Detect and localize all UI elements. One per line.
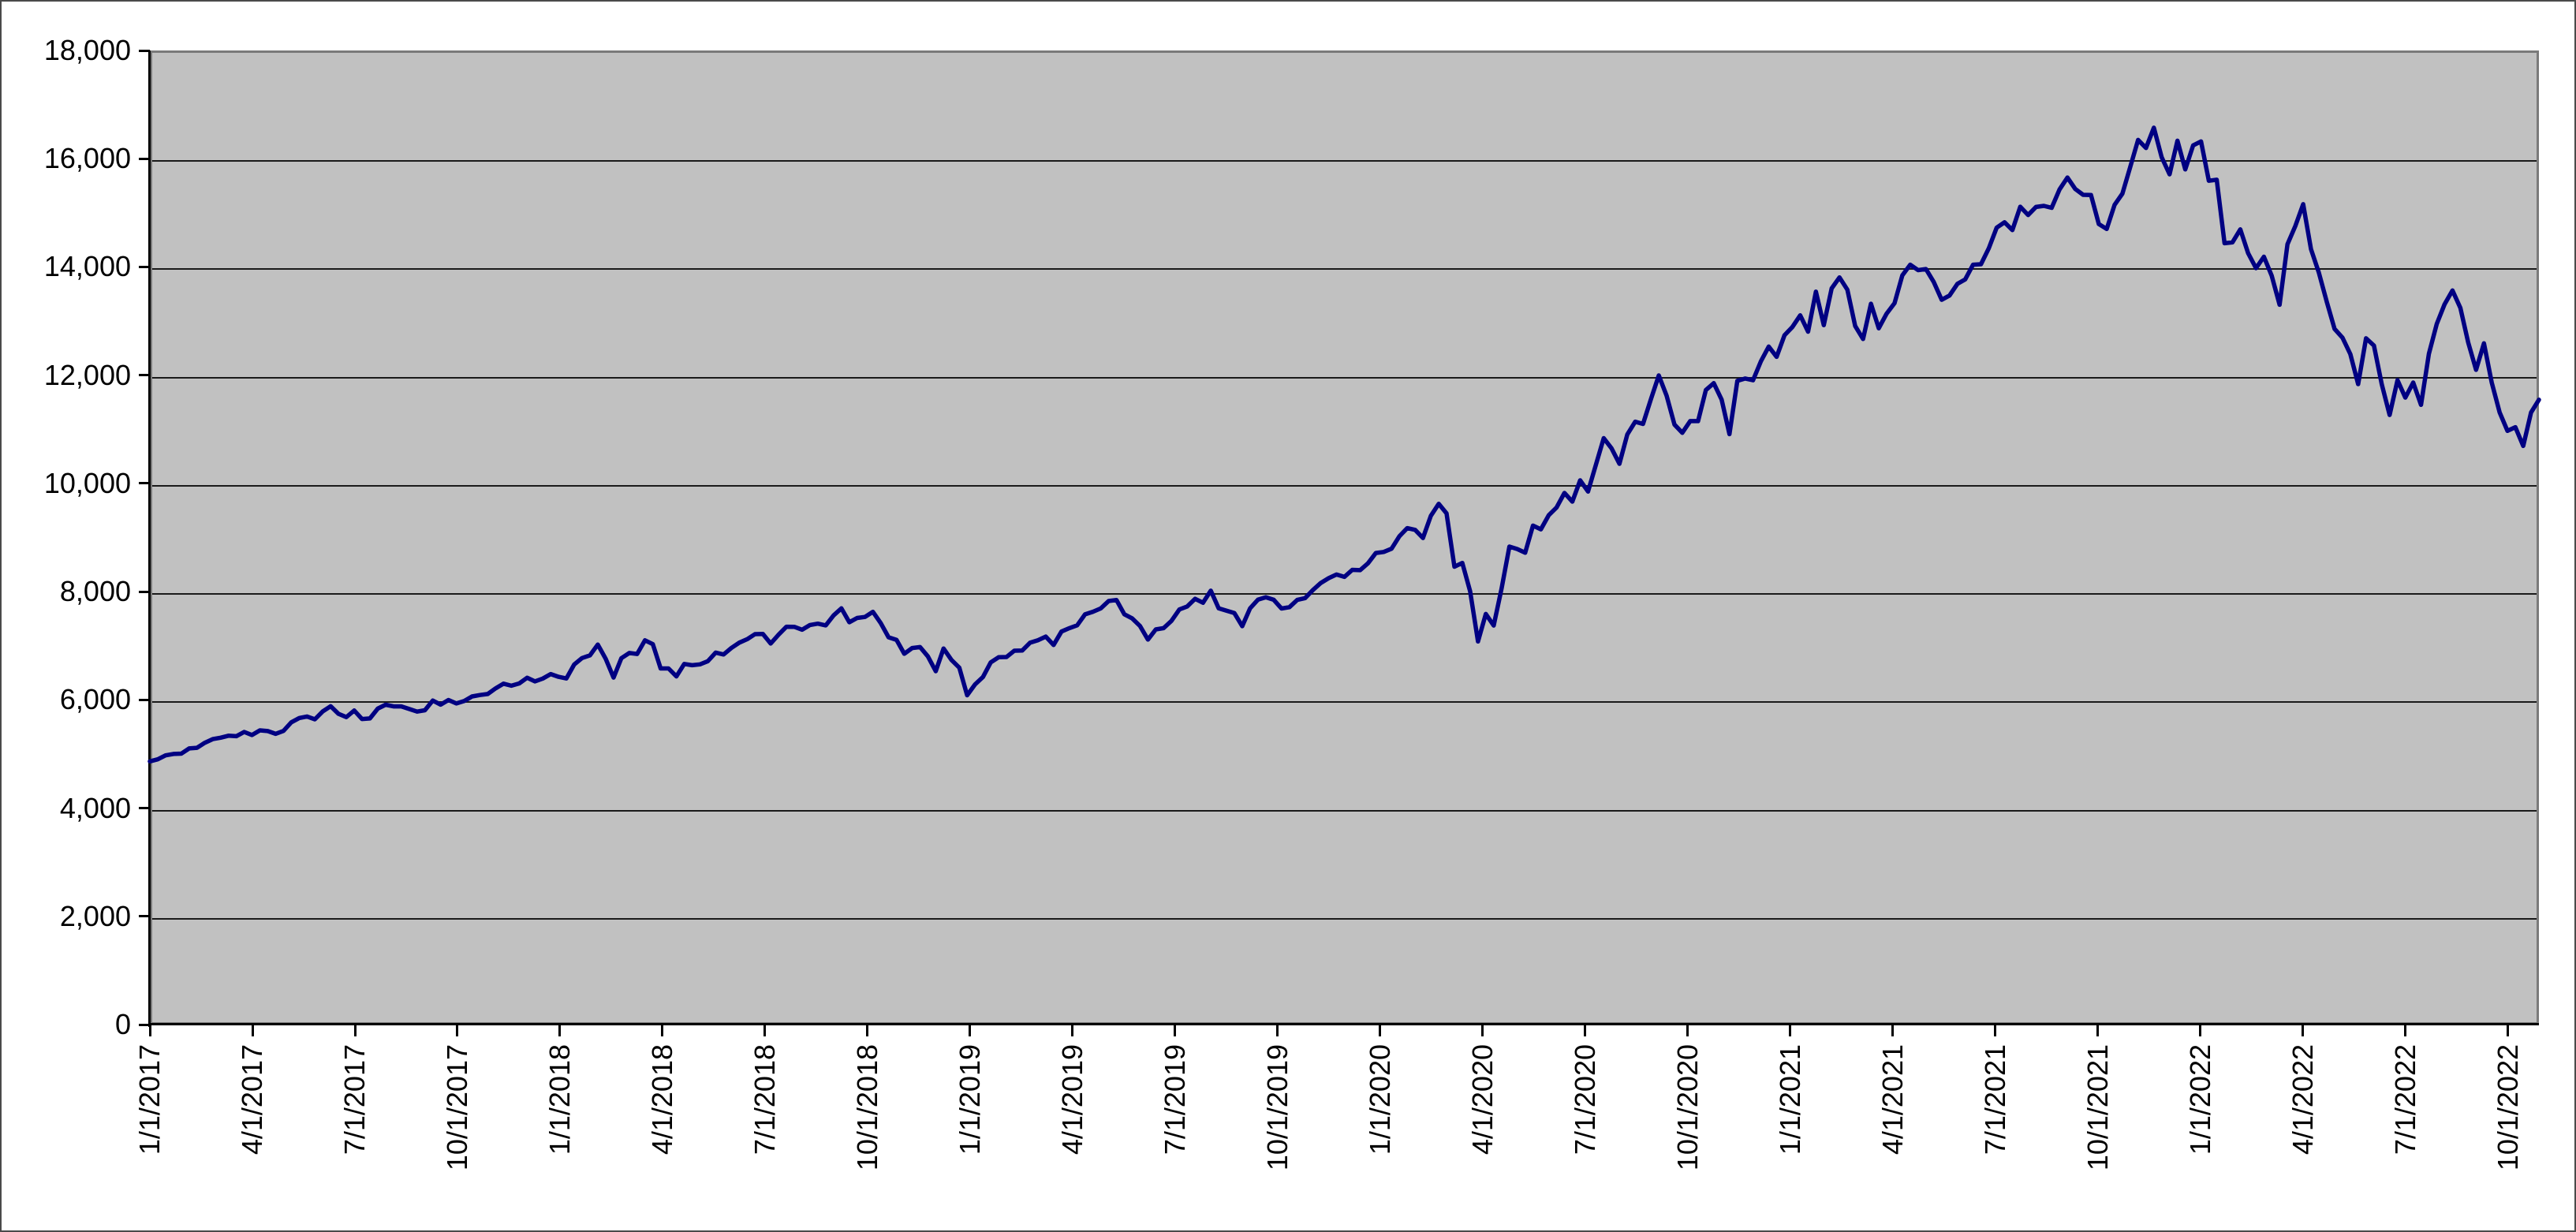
y-axis-label-10000: 10,000 bbox=[43, 466, 131, 499]
x-axis-label-7/1/2022: 7/1/2022 bbox=[2388, 1044, 2421, 1155]
y-axis-tick-18000 bbox=[139, 49, 150, 52]
x-axis-label-7/1/2019: 7/1/2019 bbox=[1158, 1044, 1191, 1155]
x-axis-label-1/1/2022: 1/1/2022 bbox=[2183, 1044, 2216, 1155]
gridline-y-6000 bbox=[152, 701, 2537, 704]
x-axis-tick-4/1/2022 bbox=[2302, 1025, 2304, 1036]
y-axis-label-0: 0 bbox=[114, 1008, 131, 1040]
x-axis-tick-10/1/2022 bbox=[2507, 1025, 2509, 1036]
x-axis-label-4/1/2019: 4/1/2019 bbox=[1055, 1044, 1088, 1155]
x-axis-tick-4/1/2020 bbox=[1481, 1025, 1484, 1036]
y-axis-tick-16000 bbox=[139, 157, 150, 160]
x-axis-label-10/1/2018: 10/1/2018 bbox=[850, 1044, 883, 1171]
y-axis-tick-0 bbox=[139, 1023, 150, 1026]
plot-area bbox=[150, 50, 2539, 1025]
y-axis-label-14000: 14,000 bbox=[43, 250, 131, 283]
x-axis-label-4/1/2020: 4/1/2020 bbox=[1465, 1044, 1499, 1155]
x-axis-tick-1/1/2020 bbox=[1379, 1025, 1382, 1036]
y-axis-label-4000: 4,000 bbox=[59, 791, 131, 824]
x-axis-label-4/1/2021: 4/1/2021 bbox=[1876, 1044, 1909, 1155]
y-axis-label-16000: 16,000 bbox=[43, 142, 131, 175]
x-axis-label-10/1/2017: 10/1/2017 bbox=[440, 1044, 473, 1171]
y-axis-line bbox=[148, 50, 151, 1027]
y-axis-label-12000: 12,000 bbox=[43, 358, 131, 391]
y-axis-tick-12000 bbox=[139, 374, 150, 377]
x-axis-tick-7/1/2017 bbox=[353, 1025, 357, 1036]
y-axis-label-2000: 2,000 bbox=[59, 899, 131, 932]
x-axis-tick-1/1/2018 bbox=[558, 1025, 562, 1036]
x-axis-tick-7/1/2018 bbox=[763, 1025, 767, 1036]
x-axis-label-7/1/2020: 7/1/2020 bbox=[1568, 1044, 1601, 1155]
x-axis-tick-4/1/2019 bbox=[1071, 1025, 1074, 1036]
gridline-y-10000 bbox=[152, 484, 2537, 487]
x-axis-tick-7/1/2021 bbox=[1994, 1025, 1997, 1036]
x-axis-label-7/1/2017: 7/1/2017 bbox=[338, 1044, 371, 1155]
gridline-y-16000 bbox=[152, 160, 2537, 162]
x-axis-tick-4/1/2018 bbox=[661, 1025, 664, 1036]
gridline-y-8000 bbox=[152, 593, 2537, 595]
x-axis-label-7/1/2018: 7/1/2018 bbox=[748, 1044, 781, 1155]
x-axis-tick-7/1/2022 bbox=[2404, 1025, 2406, 1036]
gridline-y-4000 bbox=[152, 809, 2537, 812]
x-axis-label-1/1/2021: 1/1/2021 bbox=[1773, 1044, 1806, 1155]
x-axis-line bbox=[148, 1023, 2539, 1025]
data-line bbox=[147, 125, 2541, 764]
y-axis-tick-4000 bbox=[139, 807, 150, 810]
x-axis-label-4/1/2017: 4/1/2017 bbox=[236, 1044, 268, 1155]
gridline-y-14000 bbox=[152, 268, 2537, 271]
x-axis-tick-1/1/2017 bbox=[148, 1025, 151, 1036]
x-axis-tick-10/1/2018 bbox=[866, 1025, 869, 1036]
x-axis-tick-4/1/2017 bbox=[251, 1025, 254, 1036]
x-axis-tick-4/1/2021 bbox=[1891, 1025, 1895, 1036]
gridline-y-12000 bbox=[152, 376, 2537, 379]
x-axis-label-4/1/2022: 4/1/2022 bbox=[2286, 1044, 2319, 1155]
x-axis-label-1/1/2017: 1/1/2017 bbox=[133, 1044, 166, 1155]
x-axis-tick-10/1/2020 bbox=[1686, 1025, 1689, 1036]
x-axis-label-7/1/2021: 7/1/2021 bbox=[1978, 1044, 2011, 1155]
x-axis-tick-10/1/2021 bbox=[2096, 1025, 2100, 1036]
x-axis-label-1/1/2018: 1/1/2018 bbox=[543, 1044, 576, 1155]
gridline-y-2000 bbox=[152, 917, 2537, 920]
x-axis-label-10/1/2019: 10/1/2019 bbox=[1260, 1044, 1294, 1171]
x-axis-label-10/1/2020: 10/1/2020 bbox=[1671, 1044, 1704, 1171]
y-axis-tick-2000 bbox=[139, 915, 150, 918]
x-axis-tick-1/1/2019 bbox=[969, 1025, 972, 1036]
x-axis-label-1/1/2020: 1/1/2020 bbox=[1363, 1044, 1396, 1155]
y-axis-label-8000: 8,000 bbox=[59, 575, 131, 608]
x-axis-tick-7/1/2019 bbox=[1174, 1025, 1177, 1036]
x-axis-label-4/1/2018: 4/1/2018 bbox=[645, 1044, 678, 1155]
x-axis-label-10/1/2022: 10/1/2022 bbox=[2491, 1044, 2524, 1171]
y-axis-tick-8000 bbox=[139, 590, 150, 593]
x-axis-tick-10/1/2019 bbox=[1276, 1025, 1279, 1036]
x-axis-tick-7/1/2020 bbox=[1584, 1025, 1587, 1036]
x-axis-label-10/1/2021: 10/1/2021 bbox=[2081, 1044, 2114, 1171]
y-axis-label-18000: 18,000 bbox=[43, 34, 131, 66]
x-axis-tick-1/1/2021 bbox=[1789, 1025, 1792, 1036]
x-axis-tick-10/1/2017 bbox=[456, 1025, 459, 1036]
x-axis-tick-1/1/2022 bbox=[2199, 1025, 2202, 1036]
y-axis-tick-10000 bbox=[139, 482, 150, 485]
y-axis-tick-6000 bbox=[139, 698, 150, 701]
y-axis-tick-14000 bbox=[139, 265, 150, 268]
x-axis-label-1/1/2019: 1/1/2019 bbox=[953, 1044, 986, 1155]
y-axis-label-6000: 6,000 bbox=[59, 683, 131, 716]
